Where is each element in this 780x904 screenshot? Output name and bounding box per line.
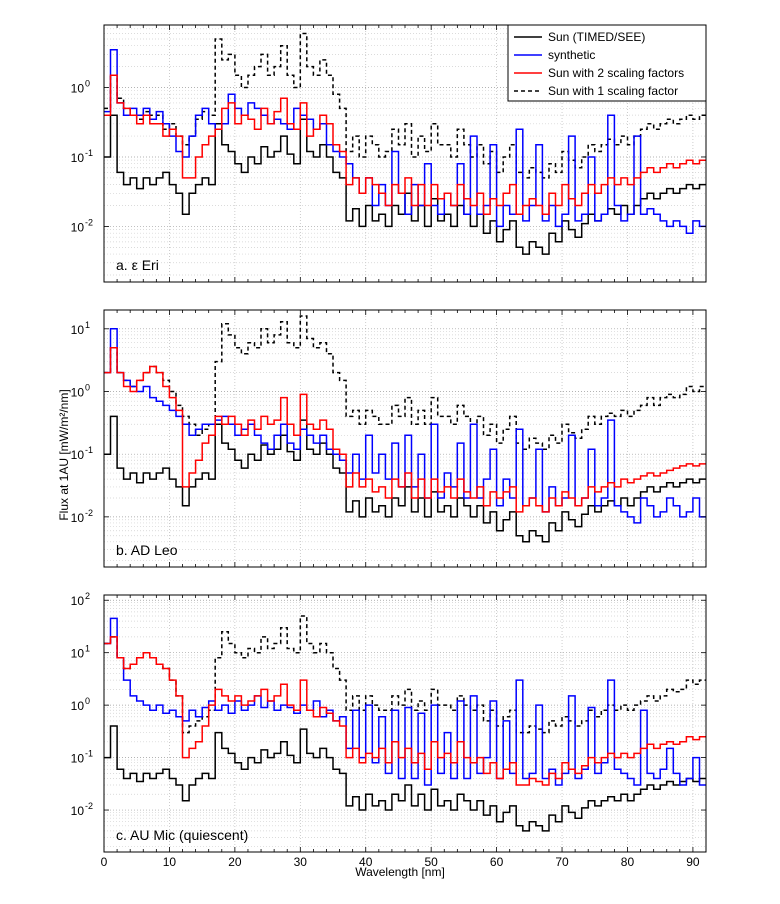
- legend-label-sun: Sun (TIMED/SEE): [548, 30, 645, 44]
- y-tick-label-exponent: -1: [85, 445, 93, 455]
- series-two-factors-line: [104, 636, 706, 786]
- y-tick-label: 10: [71, 594, 85, 608]
- panel-label: b. AD Leo: [116, 542, 178, 558]
- x-tick-label: 50: [424, 855, 438, 869]
- y-tick-label: 10: [71, 448, 85, 462]
- panel-label: a. ε Eri: [116, 257, 159, 273]
- y-tick-label: 10: [71, 385, 85, 399]
- y-tick-label: 10: [71, 511, 85, 525]
- series-sun-line: [104, 725, 706, 832]
- legend-label-one-factor: Sun with 1 scaling factor: [548, 84, 678, 98]
- x-tick-label: 40: [359, 855, 373, 869]
- x-tick-label: 80: [621, 855, 635, 869]
- x-tick-label: 20: [228, 855, 242, 869]
- x-tick-label: 10: [163, 855, 177, 869]
- y-tick-label: 10: [71, 699, 85, 713]
- x-tick-label: 0: [101, 855, 108, 869]
- y-tick-label-exponent: -2: [85, 801, 93, 811]
- y-tick-label: 10: [71, 82, 85, 96]
- x-tick-label: 90: [686, 855, 700, 869]
- legend-label-synthetic: synthetic: [548, 48, 595, 62]
- series-two-factors-line: [104, 74, 706, 215]
- y-tick-label-exponent: 2: [85, 591, 90, 601]
- panel-label: c. AU Mic (quiescent): [116, 827, 248, 843]
- x-tick-label: 30: [294, 855, 308, 869]
- series-two-factors-line: [104, 346, 706, 513]
- y-tick-label: 10: [71, 151, 85, 165]
- y-tick-label: 10: [71, 647, 85, 661]
- y-tick-label-exponent: 1: [85, 320, 90, 330]
- y-tick-label: 10: [71, 804, 85, 818]
- series-sun-line: [104, 415, 706, 543]
- y-tick-label: 10: [71, 220, 85, 234]
- series-one-factor-line: [104, 315, 706, 450]
- y-axis-label: Flux at 1AU [mW/m²/nm]: [57, 389, 71, 520]
- series-synthetic-line: [104, 617, 706, 786]
- y-tick-label-exponent: -2: [85, 217, 93, 227]
- y-tick-label: 10: [71, 323, 85, 337]
- y-tick-label: 10: [71, 752, 85, 766]
- y-tick-label-exponent: -1: [85, 148, 93, 158]
- x-tick-label: 70: [555, 855, 569, 869]
- y-tick-label-exponent: 0: [85, 79, 90, 89]
- x-tick-label: 60: [490, 855, 504, 869]
- y-tick-label-exponent: -2: [85, 508, 93, 518]
- series-synthetic-line: [104, 48, 706, 234]
- y-tick-label-exponent: 0: [85, 382, 90, 392]
- y-tick-label-exponent: -1: [85, 749, 93, 759]
- series-synthetic-line: [104, 328, 706, 524]
- legend: Sun (TIMED/SEE) synthetic Sun with 2 sca…: [507, 24, 707, 102]
- x-axis-label: Wavelength [nm]: [355, 865, 445, 879]
- y-tick-label-exponent: 1: [85, 644, 90, 654]
- legend-label-two-factors: Sun with 2 scaling factors: [548, 66, 684, 80]
- y-tick-label-exponent: 0: [85, 696, 90, 706]
